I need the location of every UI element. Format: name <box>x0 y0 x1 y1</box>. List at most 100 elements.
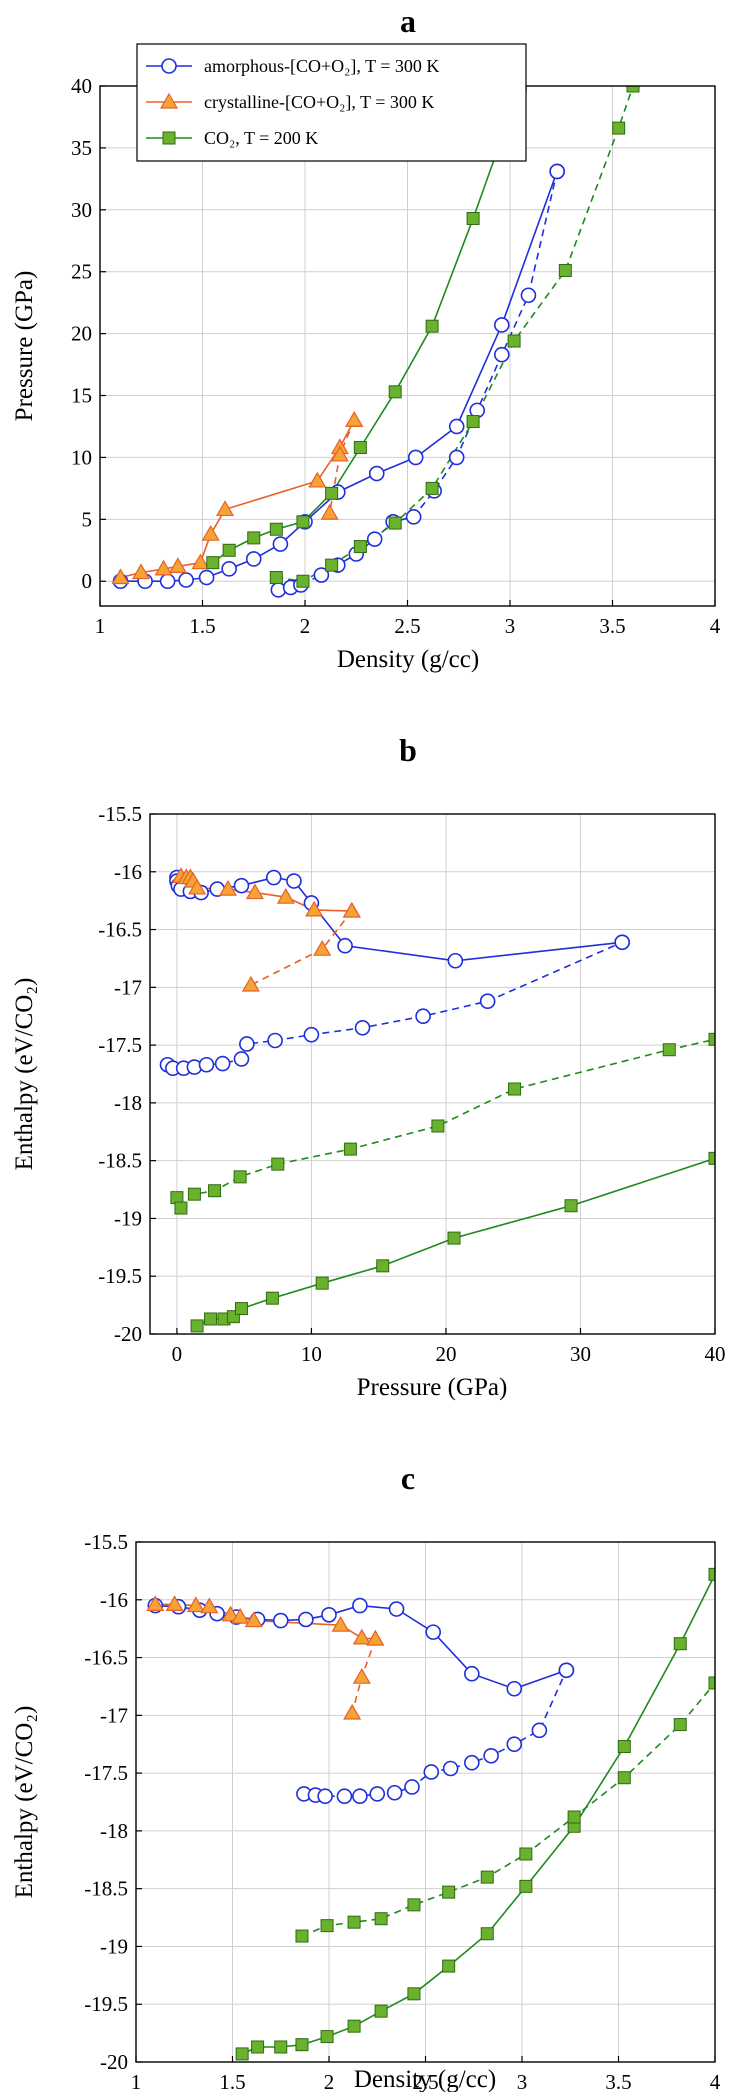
data-point-square <box>187 1187 201 1201</box>
data-point-square <box>271 1157 285 1171</box>
data-point-square <box>708 1032 715 1046</box>
data-point-triangle <box>343 1703 362 1720</box>
panel-b: b 0 10 20 30 40 -15.5 -16 -16.5 -17 -17.5 -18 -18.5… <box>11 732 726 1401</box>
data-point-square <box>708 1151 715 1165</box>
data-point-square <box>320 2030 334 2044</box>
series-line <box>167 941 623 1069</box>
x-tick-label: 3 <box>505 614 516 638</box>
panel-a-grid <box>99 85 716 606</box>
y-tick-label: -18.5 <box>98 1149 142 1173</box>
series-line <box>241 1574 715 2055</box>
data-point-square <box>617 1740 631 1754</box>
data-point-circle <box>178 572 194 588</box>
data-point-triangle <box>231 1607 250 1624</box>
series-line <box>301 1682 715 1937</box>
data-point-circle <box>447 952 464 969</box>
data-point-square <box>626 86 640 93</box>
series-line <box>278 171 558 591</box>
data-point-square <box>442 1959 456 1973</box>
data-point-circle <box>233 877 250 894</box>
data-point-triangle <box>111 568 130 585</box>
panel-a-title: a <box>400 3 416 39</box>
data-point-circle <box>423 1764 440 1780</box>
y-tick-label: -19.5 <box>98 1264 142 1288</box>
x-tick-label: 1.5 <box>219 2070 245 2092</box>
data-point-circle <box>483 1747 499 1764</box>
x-tick-label: 1 <box>95 614 106 638</box>
legend-label-co2: CO₂, T = 200 K <box>204 128 318 148</box>
data-point-circle <box>442 1760 459 1777</box>
data-point-square <box>673 1718 687 1732</box>
data-point-square <box>315 1276 329 1290</box>
y-tick-label: -19 <box>114 1206 142 1230</box>
data-point-square <box>407 1898 421 1912</box>
data-point-circle <box>286 873 302 889</box>
legend-marker-triangle <box>159 92 179 109</box>
y-tick-label: 25 <box>71 260 92 284</box>
data-point-square <box>296 515 310 529</box>
data-point-square <box>320 1919 334 1933</box>
data-point-square <box>564 1199 578 1213</box>
data-point-square <box>347 1915 361 1929</box>
x-tick-label: 2 <box>300 614 311 638</box>
data-point-circle <box>313 567 330 583</box>
data-point-square <box>190 1319 204 1333</box>
data-point-square <box>662 1043 676 1057</box>
y-tick-label: -15.5 <box>98 802 142 826</box>
data-point-circle <box>272 536 289 552</box>
data-point-circle <box>321 1607 337 1623</box>
data-point-square <box>269 522 283 536</box>
y-tick-label: -20 <box>100 2050 128 2074</box>
panel-b-frame <box>149 813 716 1335</box>
y-tick-label: -16 <box>114 860 142 884</box>
data-point-square <box>296 574 310 588</box>
data-point-circle <box>272 1612 289 1629</box>
data-point-triangle <box>308 471 327 488</box>
data-point-square <box>480 1870 494 1884</box>
data-point-triangle <box>201 524 220 541</box>
data-point-circle <box>336 1788 353 1805</box>
data-point-circle <box>354 1019 371 1036</box>
data-point-square <box>295 2038 309 2052</box>
data-point-square <box>507 334 521 348</box>
data-point-circle <box>493 317 510 333</box>
legend-marker-circle <box>161 58 177 74</box>
data-point-circle <box>448 449 465 466</box>
y-tick-label: -18.5 <box>84 1877 128 1901</box>
data-point-triangle <box>216 500 235 517</box>
data-point-square <box>407 1987 421 2001</box>
data-point-circle <box>267 1032 283 1049</box>
data-point-triangle <box>221 1605 240 1622</box>
data-point-triangle <box>245 883 264 900</box>
y-tick-label: -15.5 <box>84 1530 128 1554</box>
data-point-circle <box>386 1784 403 1801</box>
data-point-circle <box>337 937 353 954</box>
data-point-circle <box>614 934 630 951</box>
data-point-square <box>388 385 402 399</box>
data-point-triangle <box>218 879 238 896</box>
data-point-circle <box>506 1736 523 1753</box>
data-point-circle <box>479 993 496 1010</box>
data-point-circle <box>214 1055 231 1072</box>
data-point-circle <box>404 1779 420 1795</box>
data-point-square <box>466 211 480 225</box>
legend-label-crystalline: crystalline-[CO+O₂], T = 300 K <box>204 92 434 112</box>
data-point-square <box>222 543 236 557</box>
data-point-circle <box>239 1036 255 1052</box>
panel-c: c 1 1.5 2 2.5 3 3.5 4 -15.5 -16 -16.5 -17 -17.5 -18 -… <box>11 1460 721 2092</box>
y-tick-label: -18 <box>100 1819 128 1843</box>
data-point-square <box>617 1771 631 1785</box>
data-point-circle <box>198 569 215 586</box>
x-tick-label: 2.5 <box>412 2070 438 2092</box>
data-point-square <box>247 531 261 545</box>
x-tick-label: 40 <box>705 1342 726 1366</box>
panel-b-ylabel: Enthalpy (eV/CO₂) <box>11 978 38 1171</box>
data-point-square <box>425 481 439 495</box>
data-point-square <box>353 540 367 554</box>
x-tick-label: 1 <box>131 2070 142 2092</box>
data-point-circle <box>159 573 176 590</box>
x-tick-label: 3.5 <box>599 614 625 638</box>
data-point-circle <box>352 1597 368 1614</box>
data-point-square <box>343 1142 357 1156</box>
data-point-triangle <box>188 878 207 895</box>
